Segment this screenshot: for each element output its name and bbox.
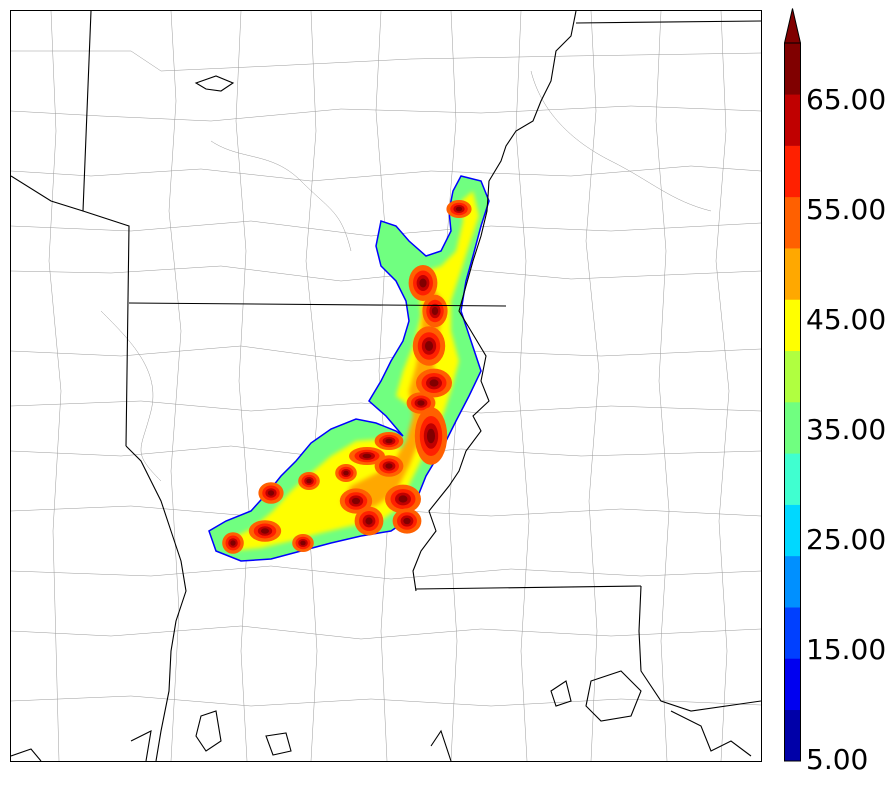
colorbar-label-55: 55.00: [806, 193, 887, 226]
coast-gulf-2: [265, 732, 292, 756]
border-louisiana-east: [638, 585, 761, 712]
storm-cells: [222, 200, 472, 554]
storm-cell: [455, 206, 463, 212]
colorbar-label-65: 65.00: [806, 83, 887, 116]
storm-cell: [426, 428, 436, 444]
storm-cell: [306, 478, 312, 484]
storm-cell: [260, 528, 270, 534]
colorbar-swatch: [784, 504, 801, 557]
border-oklahoma: [11, 175, 84, 212]
colorbar-swatch: [784, 248, 801, 300]
storm-cell: [417, 400, 425, 406]
colorbar-swatch: [784, 94, 801, 146]
coast-gulf-4: [11, 748, 42, 761]
coast-gulf-5: [430, 729, 452, 761]
reflectivity-field: [208, 175, 490, 562]
border-mississippi-river: [412, 11, 577, 592]
border-west-vertical: [82, 11, 130, 447]
colorbar-swatch: [784, 43, 801, 95]
colorbar-frame: [784, 42, 801, 762]
storm-cell: [429, 379, 439, 387]
border-north-east: [575, 20, 761, 24]
colorbar-swatch: [784, 555, 801, 608]
colorbar-swatch: [784, 196, 801, 249]
storm-cell: [403, 517, 411, 525]
map-panel[interactable]: [10, 10, 762, 762]
storm-cell: [300, 540, 306, 546]
map-canvas: [11, 11, 761, 761]
colorbar-label-25: 25.00: [806, 523, 887, 556]
field-mid-region: [226, 191, 479, 551]
colorbar-label-15: 15.00: [806, 633, 887, 666]
coast-delta: [670, 710, 752, 757]
storm-cell: [424, 341, 434, 351]
colorbar-swatch: [784, 145, 801, 198]
colorbar-swatch: [784, 607, 801, 659]
coast-gulf-1: [195, 710, 222, 752]
border-arkansas-north: [128, 302, 507, 307]
coast-lake-1: [550, 680, 572, 707]
border-louisiana-north: [415, 585, 642, 590]
storm-cell: [431, 306, 439, 316]
colorbar-swatches: [784, 43, 801, 762]
storm-cell: [385, 438, 393, 444]
colorbar-swatch: [784, 658, 801, 711]
coast-gulf-3: [130, 730, 152, 761]
storm-cell: [267, 490, 275, 496]
colorbar-swatch: [784, 299, 801, 352]
colorbar: [784, 8, 801, 762]
colorbar-swatch: [784, 709, 801, 762]
storm-cell: [365, 517, 373, 525]
storm-cell: [398, 495, 408, 503]
colorbar-swatch: [784, 402, 801, 454]
colorbar-label-35: 35.00: [806, 413, 887, 446]
colorbar-swatch: [784, 350, 801, 403]
storm-cell: [351, 497, 361, 505]
colorbar-label-45: 45.00: [806, 303, 887, 336]
storm-cell: [230, 540, 236, 546]
storm-cell: [343, 470, 349, 476]
colorbar-extend-arrow: [784, 8, 801, 44]
colorbar-label-5: 5.00: [806, 743, 869, 776]
storm-cell: [362, 453, 372, 459]
colorbar-swatch: [784, 453, 801, 505]
state-boundaries: [11, 11, 761, 761]
coast-lake-2: [585, 670, 642, 722]
storm-cell: [419, 278, 427, 288]
storm-cell: [385, 463, 393, 469]
border-texas-red-river: [125, 445, 187, 761]
lake-north: [194, 75, 235, 92]
